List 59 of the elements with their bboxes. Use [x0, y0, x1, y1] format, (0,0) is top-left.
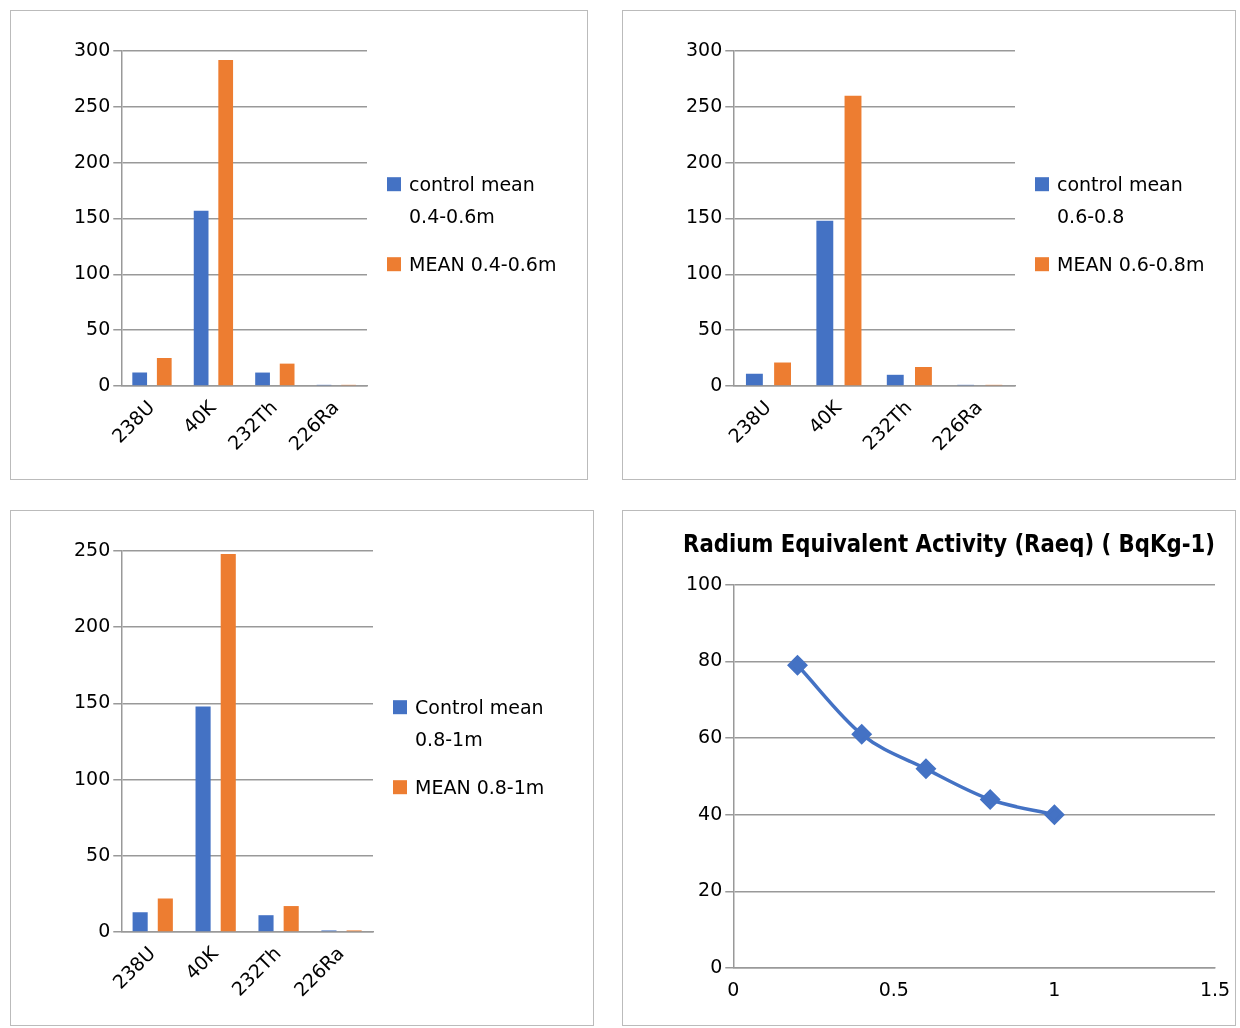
y-tick-label: 40 [698, 801, 723, 824]
legend-label: MEAN 0.8-1m [415, 776, 545, 799]
y-tick-label: 200 [74, 149, 111, 172]
y-tick-label: 80 [698, 648, 723, 671]
y-tick-label: 100 [74, 261, 111, 284]
bar [218, 59, 234, 386]
y-tick-label: 300 [74, 37, 111, 60]
y-tick-label: 150 [74, 690, 111, 713]
bar [283, 906, 299, 932]
y-tick-label: 100 [686, 261, 723, 284]
bar [745, 373, 763, 386]
x-tick-label: 0.5 [878, 977, 909, 1000]
legend-label: MEAN 0.6-0.8m [1057, 253, 1205, 276]
x-tick-label: 1.5 [1199, 977, 1231, 1000]
y-tick-label: 200 [686, 149, 723, 172]
point [916, 759, 936, 779]
y-tick-label: 200 [74, 614, 111, 637]
bar [193, 210, 209, 386]
y-tick-label: 0 [710, 372, 723, 395]
bar [258, 915, 274, 932]
y-tick-label: 250 [686, 93, 723, 116]
y-tick-label: 20 [698, 878, 723, 901]
y-tick-label: 250 [74, 93, 111, 116]
y-tick-label: 100 [686, 571, 723, 594]
bar [220, 554, 236, 932]
y-tick-label: 0 [98, 372, 111, 395]
bar [886, 374, 904, 386]
point [787, 655, 808, 676]
y-tick-label: 50 [86, 842, 111, 865]
x-tick-label: 0 [727, 977, 740, 1000]
x-tick-label: 1 [1048, 977, 1061, 1000]
point [980, 789, 1000, 810]
bar [774, 362, 792, 386]
legend-label: MEAN 0.4-0.6m [409, 253, 557, 276]
y-tick-label: 150 [74, 205, 111, 228]
point [1044, 805, 1065, 825]
y-tick-label: 100 [74, 766, 111, 789]
y-tick-label: 150 [686, 205, 723, 228]
bar [279, 363, 295, 386]
y-tick-label: 50 [86, 317, 111, 340]
bar [132, 912, 148, 932]
legend-label: control mean 0.4-0.6m [409, 173, 535, 228]
legend-label: Control mean 0.8-1m [415, 696, 544, 751]
y-tick-label: 300 [686, 37, 723, 60]
y-tick-label: 60 [698, 725, 723, 748]
y-tick-label: 250 [74, 537, 111, 560]
legend-label: control mean 0.6-0.8 [1057, 173, 1183, 228]
bar [816, 220, 834, 386]
bar [157, 898, 173, 932]
bar [132, 372, 148, 386]
bar [156, 358, 172, 386]
bar [844, 95, 862, 386]
chart-title: Radium Equivalent Activity (Raeq) ( BqKg-1) [683, 529, 1215, 557]
bar [255, 372, 270, 386]
y-tick-label: 0 [98, 918, 111, 941]
bar [195, 706, 211, 932]
point [851, 724, 872, 745]
y-tick-label: 50 [698, 317, 723, 340]
bar [914, 366, 932, 386]
